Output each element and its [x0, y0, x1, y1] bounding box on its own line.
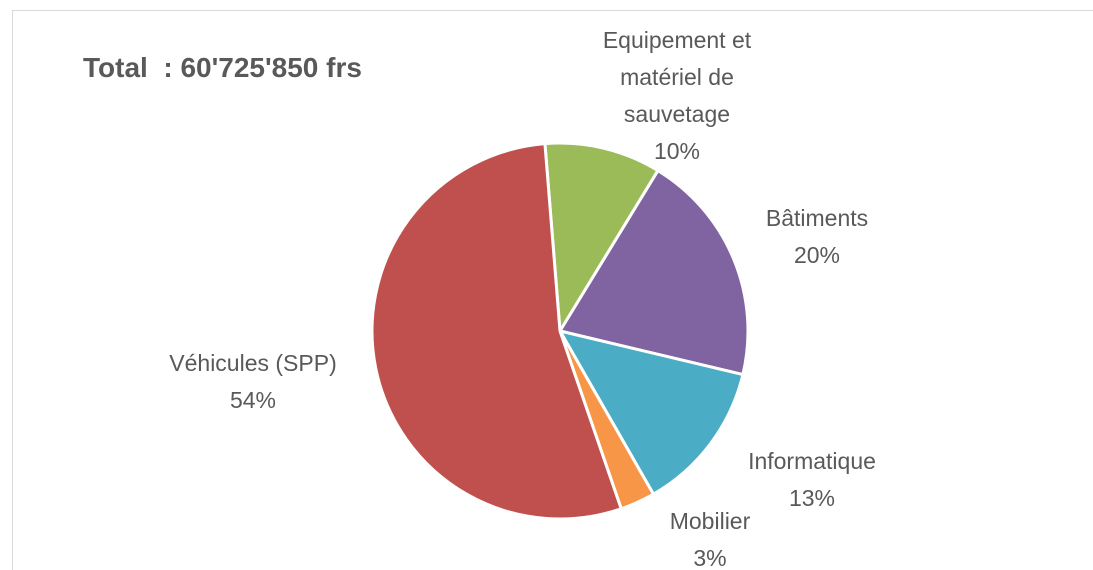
value-label: 54% [229, 387, 277, 413]
chart-border [12, 10, 1093, 570]
category-label: Equipement et matériel de sauvetage [602, 27, 752, 127]
category-label: Véhicules (SPP) [169, 350, 337, 376]
category-label: Mobilier [669, 508, 751, 534]
slice-label: Bâtiments 20% [766, 200, 868, 274]
category-label: Informatique [748, 448, 876, 474]
pie-slice [370, 142, 623, 521]
slice-label: Informatique 13% [748, 443, 876, 517]
value-label: 13% [788, 485, 836, 511]
pie-slice [558, 329, 745, 496]
slice-label: Equipement et matériel de sauvetage 10% [577, 22, 777, 170]
pie-slice [558, 169, 750, 377]
pie-slice [543, 141, 660, 333]
chart-title: Total : 60'725'850 frs [83, 52, 362, 83]
slice-label: Mobilier 3% [670, 503, 751, 570]
slice-label: Véhicules (SPP) 54% [169, 345, 336, 419]
value-label: 20% [793, 242, 841, 268]
value-label: 3% [693, 545, 727, 570]
category-label: Bâtiments [765, 205, 869, 231]
value-label: 10% [653, 138, 701, 164]
